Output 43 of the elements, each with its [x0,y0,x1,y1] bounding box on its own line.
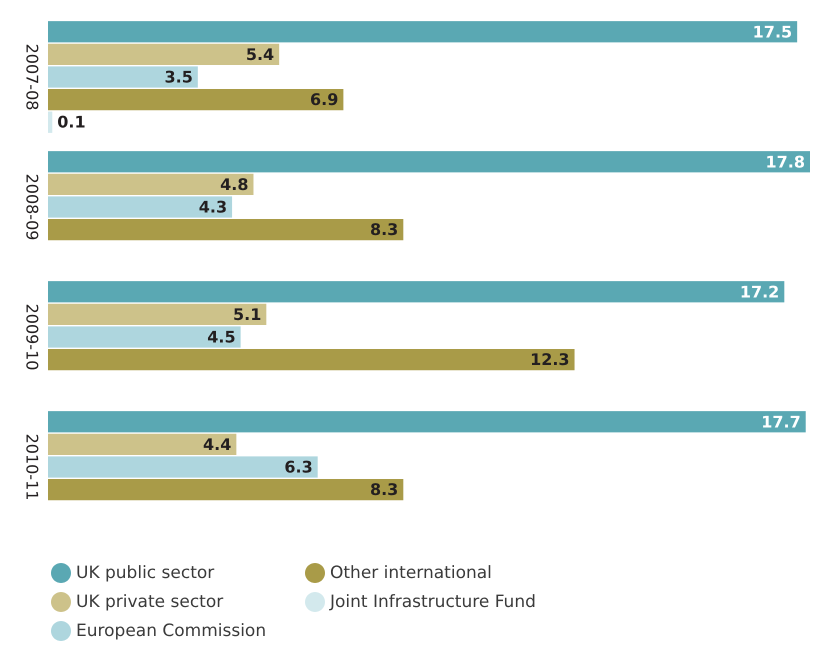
bar [48,326,241,348]
data-label: 17.2 [740,282,780,302]
y-tick-label: 2009-10 [22,304,42,370]
y-tick-label: 2010-11 [22,434,42,500]
bar [48,478,404,500]
data-label: 0.1 [57,112,86,132]
bar [48,151,810,172]
y-tick-label: 2007-08 [22,44,42,110]
data-label: 4.5 [207,328,236,346]
bar [48,21,798,42]
data-label: 8.3 [370,480,398,500]
bar [48,196,232,218]
bar [48,218,404,240]
data-label: 5.1 [232,304,262,324]
bar [48,174,254,196]
bar [48,304,266,326]
legend-label: UK public sector [76,563,214,583]
data-label: 8.3 [370,220,398,240]
data-label: 17.7 [761,412,801,432]
bar [48,88,344,110]
y-tick-label: 2008-09 [22,174,42,240]
data-label: 17.5 [752,22,792,42]
data-label: 17.8 [766,152,805,172]
legend-label: UK private sector [76,592,224,612]
bar [48,44,280,66]
bar [48,281,784,302]
legend-label: Joint Infrastructure Fund [329,592,536,612]
data-label: 12.3 [530,350,570,370]
data-label: 3.5 [164,68,193,86]
bar [48,434,236,456]
data-label: 4.8 [220,174,248,194]
data-label: 6.9 [310,90,338,110]
data-label: 4.4 [203,434,232,454]
bar [48,66,198,88]
data-label: 5.4 [246,44,274,64]
data-label: 6.3 [284,458,313,476]
data-label: 4.3 [198,198,228,216]
legend-label: European Commission [76,621,266,641]
bar [48,456,318,478]
bar [48,112,52,133]
legend-label: Other international [330,563,492,583]
bar [48,348,575,370]
bar [48,411,806,432]
